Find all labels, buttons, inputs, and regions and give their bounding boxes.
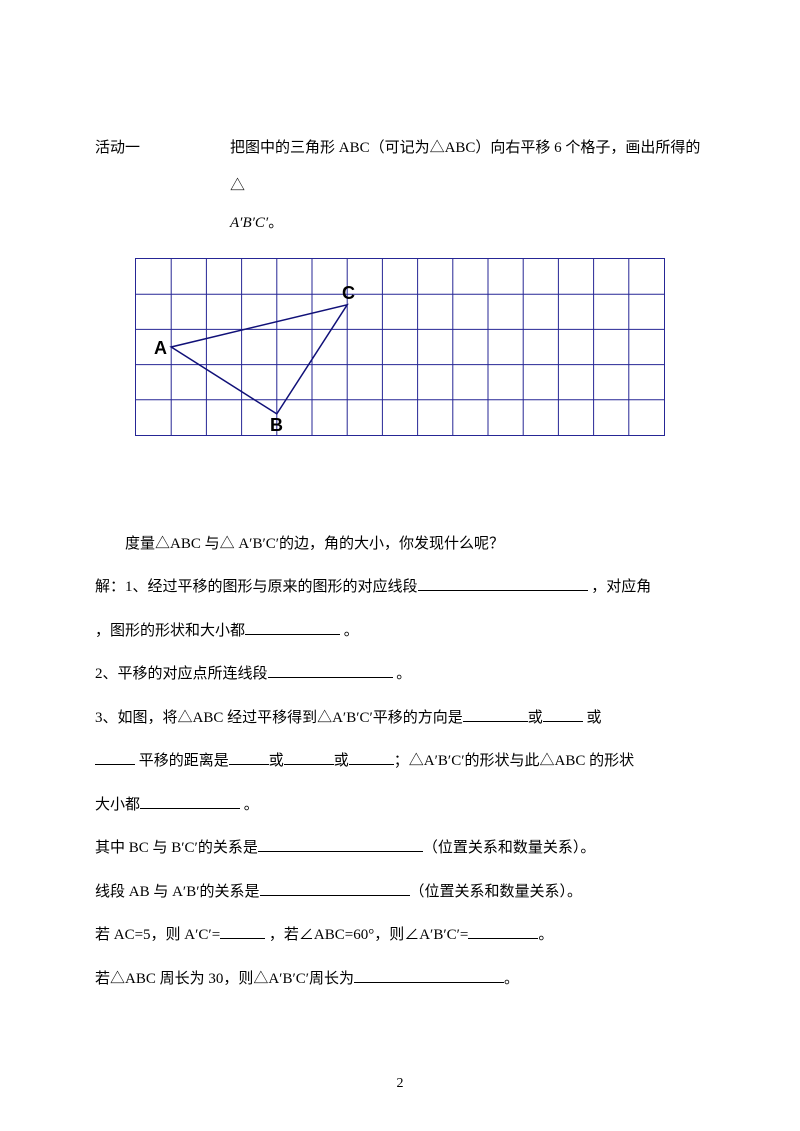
line2: ，图形的形状和大小都 。: [95, 613, 705, 651]
activity-row: 活动一 把图中的三角形 ABC（可记为△ABC）向右平移 6 个格子，画出所得的…: [95, 130, 705, 243]
triangle-abc: [171, 304, 347, 413]
blank-5d[interactable]: [349, 764, 394, 765]
l8a: 线段 AB 与 A′B′的关系是: [95, 884, 260, 900]
l7b: （位置关系和数量关系）。: [423, 840, 596, 856]
blank-9a[interactable]: [220, 938, 265, 939]
line6: 大小都 。: [95, 787, 705, 825]
line4: 3、如图，将△ABC 经过平移得到△A′B′C′平移的方向是 或 或: [95, 700, 705, 738]
l9c: 。: [538, 927, 553, 943]
grid-lines: [136, 259, 664, 435]
l2a: ，图形的形状和大小都: [95, 623, 245, 639]
l2b: 。: [340, 623, 359, 639]
blank-8[interactable]: [260, 895, 410, 896]
grid-svg: A B C: [136, 259, 664, 435]
l4a: 3、如图，将△ABC 经过平移得到△A′B′C′平移的方向是: [95, 710, 463, 726]
line8: 线段 AB 与 A′B′的关系是 （位置关系和数量关系）。: [95, 874, 705, 912]
blank-9b[interactable]: [468, 938, 538, 939]
l3a: 2、平移的对应点所连线段: [95, 666, 268, 682]
line10: 若△ABC 周长为 30，则△A′B′C′周长为 。: [95, 961, 705, 999]
blank-4a[interactable]: [463, 721, 528, 722]
blank-10[interactable]: [354, 982, 504, 983]
page-number: 2: [0, 1077, 800, 1091]
l4b: 或: [528, 710, 543, 726]
l4c: 或: [583, 710, 602, 726]
blank-5a[interactable]: [95, 764, 135, 765]
l5c: 或: [334, 753, 349, 769]
activity-text: 把图中的三角形 ABC（可记为△ABC）向右平移 6 个格子，画出所得的△ A′…: [230, 130, 705, 243]
blank-5c[interactable]: [284, 764, 334, 765]
blank-2[interactable]: [245, 634, 340, 635]
blank-6[interactable]: [140, 808, 240, 809]
activity-part2: 。: [268, 215, 283, 231]
l5b: 或: [269, 753, 284, 769]
activity-part1: 把图中的三角形 ABC（可记为△ABC）向右平移 6 个格子，画出所得的△: [230, 140, 700, 194]
l7a: 其中 BC 与 B′C′的关系是: [95, 840, 258, 856]
blank-4b[interactable]: [543, 721, 583, 722]
l9b: ，若∠ABC=60°，则∠A′B′C′=: [265, 927, 468, 943]
blank-5b[interactable]: [229, 764, 269, 765]
label-c: C: [342, 283, 355, 303]
l1b: ，对应角: [588, 579, 652, 595]
page-container: 活动一 把图中的三角形 ABC（可记为△ABC）向右平移 6 个格子，画出所得的…: [0, 0, 800, 1131]
l5d: ；△A′B′C′的形状与此△ABC 的形状: [394, 753, 634, 769]
blank-7[interactable]: [258, 851, 423, 852]
line1: 解：1、经过平移的图形与原来的图形的对应线段 ，对应角: [95, 569, 705, 607]
l10b: 。: [504, 971, 519, 987]
blank-1[interactable]: [418, 590, 588, 591]
line9: 若 AC=5，则 A′C′= ，若∠ABC=60°，则∠A′B′C′= 。: [95, 917, 705, 955]
label-a: A: [154, 338, 167, 358]
question-intro: 度量△ABC 与△ A′B′C′的边，角的大小，你发现什么呢？: [95, 526, 705, 564]
l3b: 。: [393, 666, 412, 682]
l6a: 大小都: [95, 797, 140, 813]
blank-3[interactable]: [268, 677, 393, 678]
l10a: 若△ABC 周长为 30，则△A′B′C′周长为: [95, 971, 354, 987]
l6b: 。: [240, 797, 259, 813]
line7: 其中 BC 与 B′C′的关系是 （位置关系和数量关系）。: [95, 830, 705, 868]
l1a: 解：1、经过平移的图形与原来的图形的对应线段: [95, 579, 418, 595]
activity-prime: A′B′C′: [230, 215, 268, 231]
line3: 2、平移的对应点所连线段 。: [95, 656, 705, 694]
l5a: 平移的距离是: [135, 753, 229, 769]
line5: 平移的距离是 或 或 ；△A′B′C′的形状与此△ABC 的形状: [95, 743, 705, 781]
l9a: 若 AC=5，则 A′C′=: [95, 927, 220, 943]
activity-label: 活动一: [95, 130, 230, 243]
grid-figure: A B C: [135, 258, 665, 436]
l8b: （位置关系和数量关系）。: [410, 884, 583, 900]
label-b: B: [270, 415, 283, 435]
